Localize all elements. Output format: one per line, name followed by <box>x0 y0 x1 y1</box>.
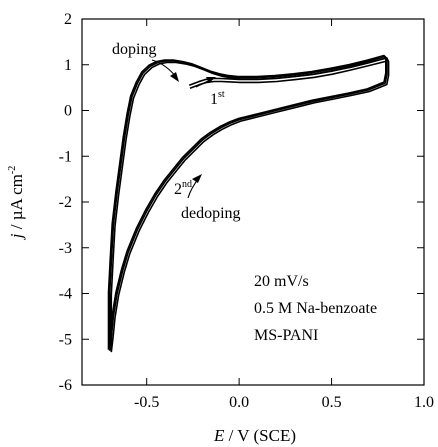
x-tick-label: -0.5 <box>134 394 159 411</box>
annotation-first-main: 1 <box>210 91 218 108</box>
y-tick-label: -3 <box>59 240 72 257</box>
y-axis-label: j / µA cm-2 <box>7 166 26 240</box>
x-tick-label: 0.0 <box>229 394 249 411</box>
dedoping-arrow-head <box>192 174 202 183</box>
annotation-second-sup: nd <box>182 179 192 190</box>
info-sample: MS-PANI <box>254 327 318 344</box>
info-electrolyte: 0.5 M Na-benzoate <box>254 300 377 317</box>
x-axis-label-italic: E <box>213 426 225 445</box>
first-cycle-arrow-head <box>206 77 216 83</box>
annotation-second-cycle: 2nd <box>174 179 192 198</box>
second-cycle-curve-trace-3 <box>107 54 387 350</box>
x-axis-label-rest: / V (SCE) <box>224 426 296 445</box>
y-tick-label: 2 <box>64 11 72 28</box>
y-axis-ticks: -6 -5 -4 -3 -2 -1 0 1 2 <box>59 11 424 394</box>
y-axis-label-rest: / µA cm <box>7 174 26 233</box>
y-tick-label: 0 <box>64 103 72 120</box>
x-tick-label: 1.0 <box>414 394 434 411</box>
y-tick-label: -4 <box>59 286 72 303</box>
y-tick-label: -1 <box>59 148 72 165</box>
second-cycle-curve <box>108 55 388 351</box>
x-axis-ticks: -0.5 0.0 0.5 1.0 <box>134 19 434 411</box>
doping-arrow-head <box>170 72 179 82</box>
plot-frame <box>81 18 425 386</box>
info-scan-rate: 20 mV/s <box>254 273 309 290</box>
y-tick-label: -5 <box>59 331 72 348</box>
annotation-first-sup: st <box>218 89 225 100</box>
annotation-second-main: 2 <box>174 181 182 198</box>
annotation-doping: doping <box>112 41 156 58</box>
x-tick-label: 0.5 <box>322 394 342 411</box>
y-tick-label: -6 <box>59 377 72 394</box>
x-axis-label: E / V (SCE) <box>213 426 296 445</box>
y-tick-label: 1 <box>64 57 72 74</box>
y-axis-label-exponent: -2 <box>7 166 18 174</box>
y-axis-label-italic: j <box>7 233 26 240</box>
annotation-dedoping: dedoping <box>181 205 241 222</box>
annotation-first-cycle: 1st <box>210 89 225 108</box>
y-tick-label: -2 <box>59 194 72 211</box>
